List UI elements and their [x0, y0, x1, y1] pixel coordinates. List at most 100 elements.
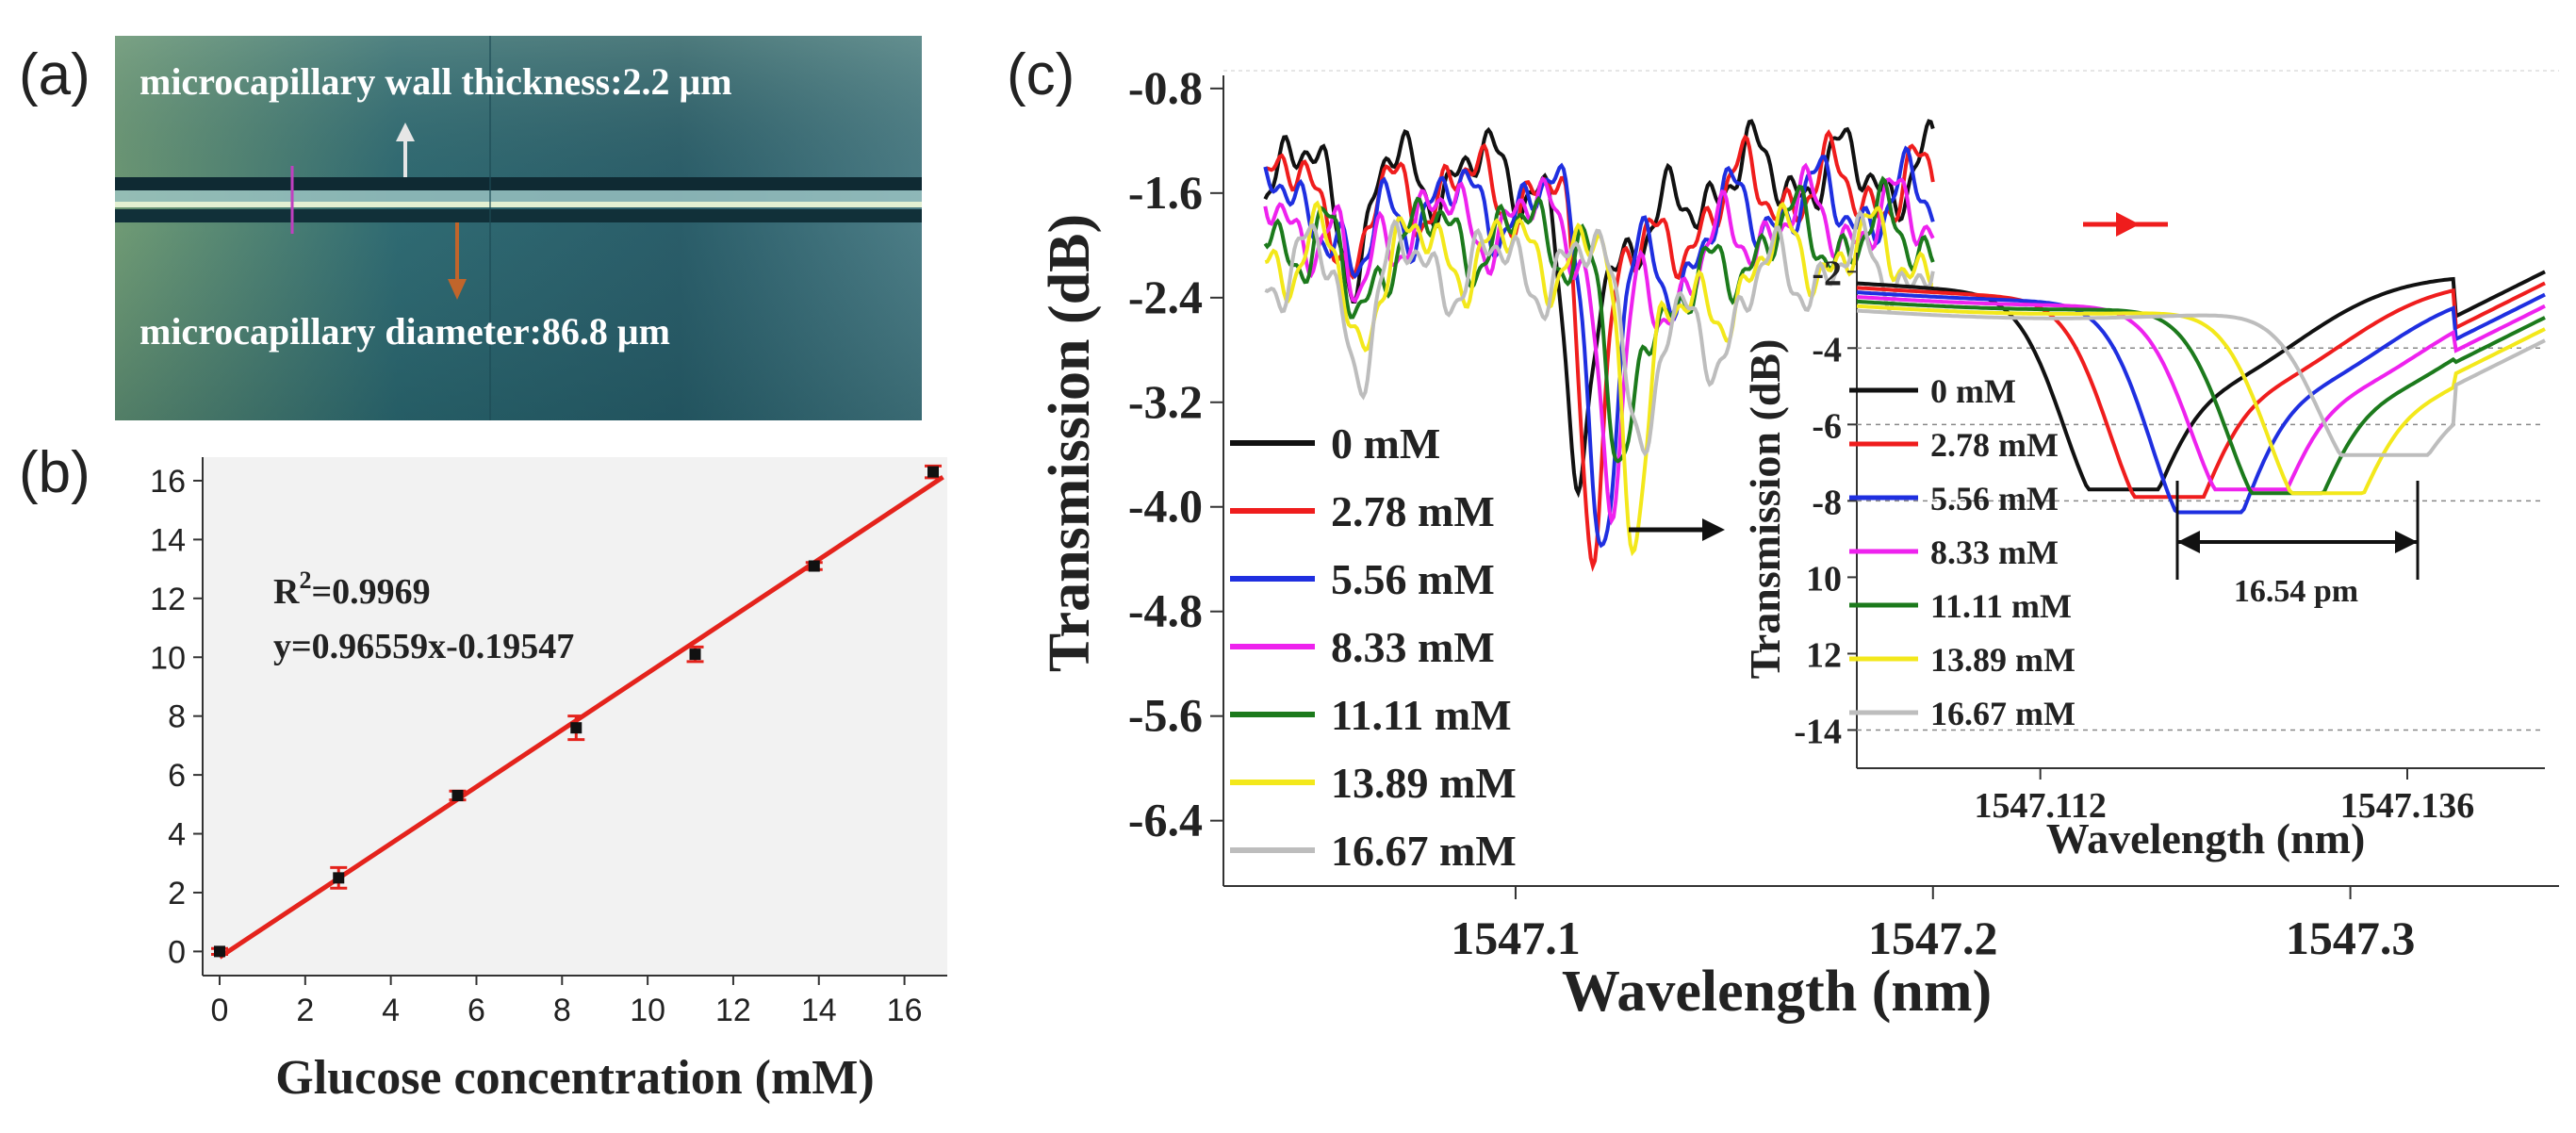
diameter-label: microcapillary diameter:86.8 μm: [139, 310, 670, 353]
x-axis-title-b: Glucose concentration (mM): [275, 1051, 874, 1105]
y-tick-label-inset: -8: [1812, 483, 1842, 522]
y-ticks-c: -0.8 -1.6 -2.4 -3.2 -4.0 -4.8 -5.6 -6.4: [1128, 61, 1223, 846]
x-tick-label-inset: 1547.112: [1974, 786, 2106, 826]
capillary-lumen-light: [115, 190, 922, 204]
shift-right-arrow-icon: [2395, 531, 2418, 553]
x-tick-label-b: 2: [296, 993, 314, 1028]
y-tick-label-inset: -14: [1794, 712, 1842, 751]
y-tick-label-inset: 10: [1806, 559, 1842, 599]
data-point: [570, 722, 582, 734]
legend-label-inset: 2.78 mM: [1930, 426, 2059, 464]
x-tick-label-inset: 1547.136: [2340, 786, 2475, 826]
x-tick-label-b: 14: [801, 993, 837, 1028]
spectrum-line-inset: [1856, 290, 2546, 515]
panel-label-c: (c): [1007, 42, 1075, 107]
panel-label-b: (b): [19, 440, 90, 505]
capillary-wall-top: [115, 177, 922, 190]
data-point: [333, 872, 345, 884]
legend-label: 5.56 mM: [1331, 555, 1495, 603]
shift-annotation: 16.54 pm: [2234, 574, 2358, 609]
x-axis-title-inset: Wavelength (nm): [2046, 814, 2366, 862]
x-axis-title-c: Wavelength (nm): [1562, 960, 1992, 1024]
r2-superscript: 2: [299, 566, 311, 594]
panel-c-chart: 1547.1 1547.2 1547.3 -0.8-1.6-2.4-3.2-4.0-…: [1038, 61, 2559, 1024]
y-tick-label-b: 14: [150, 522, 186, 558]
legend-label: 0 mM: [1331, 419, 1440, 468]
diameter-arrow-icon: [448, 279, 467, 300]
x-tick-label-b: 4: [382, 993, 400, 1028]
y-tick-label-inset: -6: [1812, 406, 1842, 446]
y-tick-label-c: -4.0: [1128, 480, 1203, 533]
spectrum-line: [1263, 175, 1935, 464]
spectrum-line-inset: [1856, 299, 2546, 496]
data-points-b: [211, 464, 943, 958]
fit-equation: y=0.96559x-0.19547: [273, 627, 574, 666]
legend-label-inset: 8.33 mM: [1930, 534, 2059, 571]
y-axis-title-inset: Transmission (dB): [1741, 339, 1789, 680]
y-tick-label-b: 10: [150, 640, 186, 676]
y-tick-label-c: -0.8: [1128, 61, 1203, 114]
legend-inset: 0 mM 2.78 mM 5.56 mM 8.33 mM 11.11 mM 13.89 m…: [1849, 372, 2076, 732]
y-tick-label-b: 12: [150, 582, 186, 617]
data-point: [214, 945, 225, 958]
y-tick-label-c: -5.6: [1128, 689, 1203, 742]
spectrum-line: [1264, 209, 1935, 457]
wall-thickness-label: microcapillary wall thickness:2.2 μm: [139, 60, 732, 103]
y-tick-label-c: -6.4: [1128, 794, 1203, 846]
r2-symbol: R: [273, 572, 300, 612]
legend-label-inset: 0 mM: [1930, 372, 2016, 410]
y-tick-label-b: 6: [168, 758, 186, 794]
r2-annotation: R2=0.9969: [273, 566, 431, 612]
x-tick-label-b: 10: [630, 993, 665, 1028]
data-point: [689, 649, 701, 661]
x-tick-label-b: 0: [211, 993, 229, 1028]
legend-label-inset: 5.56 mM: [1930, 480, 2059, 517]
y-axis-title-c: Transmission (dB): [1038, 214, 1102, 672]
data-point: [451, 789, 464, 801]
panel-a-photo: microcapillary wall thickness:2.2 μm mic…: [115, 36, 922, 420]
legend-label-inset: 16.67 mM: [1930, 695, 2076, 732]
r2-value: =0.9969: [311, 572, 430, 612]
y-tick-label-inset: 12: [1806, 635, 1842, 675]
spectrum-line-inset: [1856, 304, 2546, 496]
y-tick-label-c: -3.2: [1128, 375, 1203, 428]
legend-label: 2.78 mM: [1331, 487, 1495, 535]
panel-label-a: (a): [19, 42, 90, 107]
x-ticks-b: 0 2 4 6 8 10 12 14 16: [211, 976, 923, 1028]
shift-left-arrow-icon: [2177, 531, 2200, 553]
y-tick-label-inset: -4: [1812, 330, 1842, 369]
spectrum-line-inset: [1856, 308, 2546, 457]
y-tick-label-b: 0: [168, 934, 186, 970]
legend-label: 11.11 mM: [1331, 691, 1512, 739]
spectrum-line: [1263, 162, 1935, 526]
y-tick-label-c: -4.8: [1128, 584, 1203, 637]
y-tick-label-b: 16: [150, 464, 186, 500]
legend-label-inset: 11.11 mM: [1930, 587, 2072, 625]
spectrum-line: [1263, 119, 1935, 499]
spectrum-line: [1263, 145, 1935, 549]
x-tick-label-b: 16: [887, 993, 923, 1028]
data-point: [927, 466, 940, 478]
y-tick-label-c: -2.4: [1128, 271, 1203, 323]
legend-label-inset: 13.89 mM: [1930, 641, 2076, 679]
capillary-wall-bottom: [115, 209, 922, 222]
y-tick-label-inset: -2: [1812, 254, 1842, 293]
y-tick-label-b: 8: [168, 699, 186, 735]
x-tick-label-b: 8: [553, 993, 571, 1028]
x-tick-label-c: 1547.3: [2286, 911, 2416, 964]
x-tick-label-c: 1547.1: [1451, 911, 1581, 964]
legend-label: 13.89 mM: [1331, 759, 1517, 807]
x-tick-label-c: 1547.2: [1868, 911, 1998, 964]
photo-shading: [115, 36, 922, 420]
x-tick-label-b: 6: [468, 993, 485, 1028]
y-tick-label-c: -1.6: [1128, 166, 1203, 219]
spectrum-line-inset: [1856, 281, 2546, 500]
y-tick-label-b: 4: [168, 817, 186, 853]
spectrum-line-inset: [1856, 295, 2546, 492]
grid-inset: [1857, 347, 2545, 731]
x-ticks-c: 1547.1 1547.2 1547.3: [1451, 886, 2415, 964]
inset-pointer-icon: [1702, 518, 1725, 541]
panel-c-inset: 1547.112 1547.136 -2 -4 -6 -8 10 12 -14 0 mM 2.7…: [1741, 253, 2546, 862]
redshift-arrow-icon: [2116, 212, 2140, 237]
